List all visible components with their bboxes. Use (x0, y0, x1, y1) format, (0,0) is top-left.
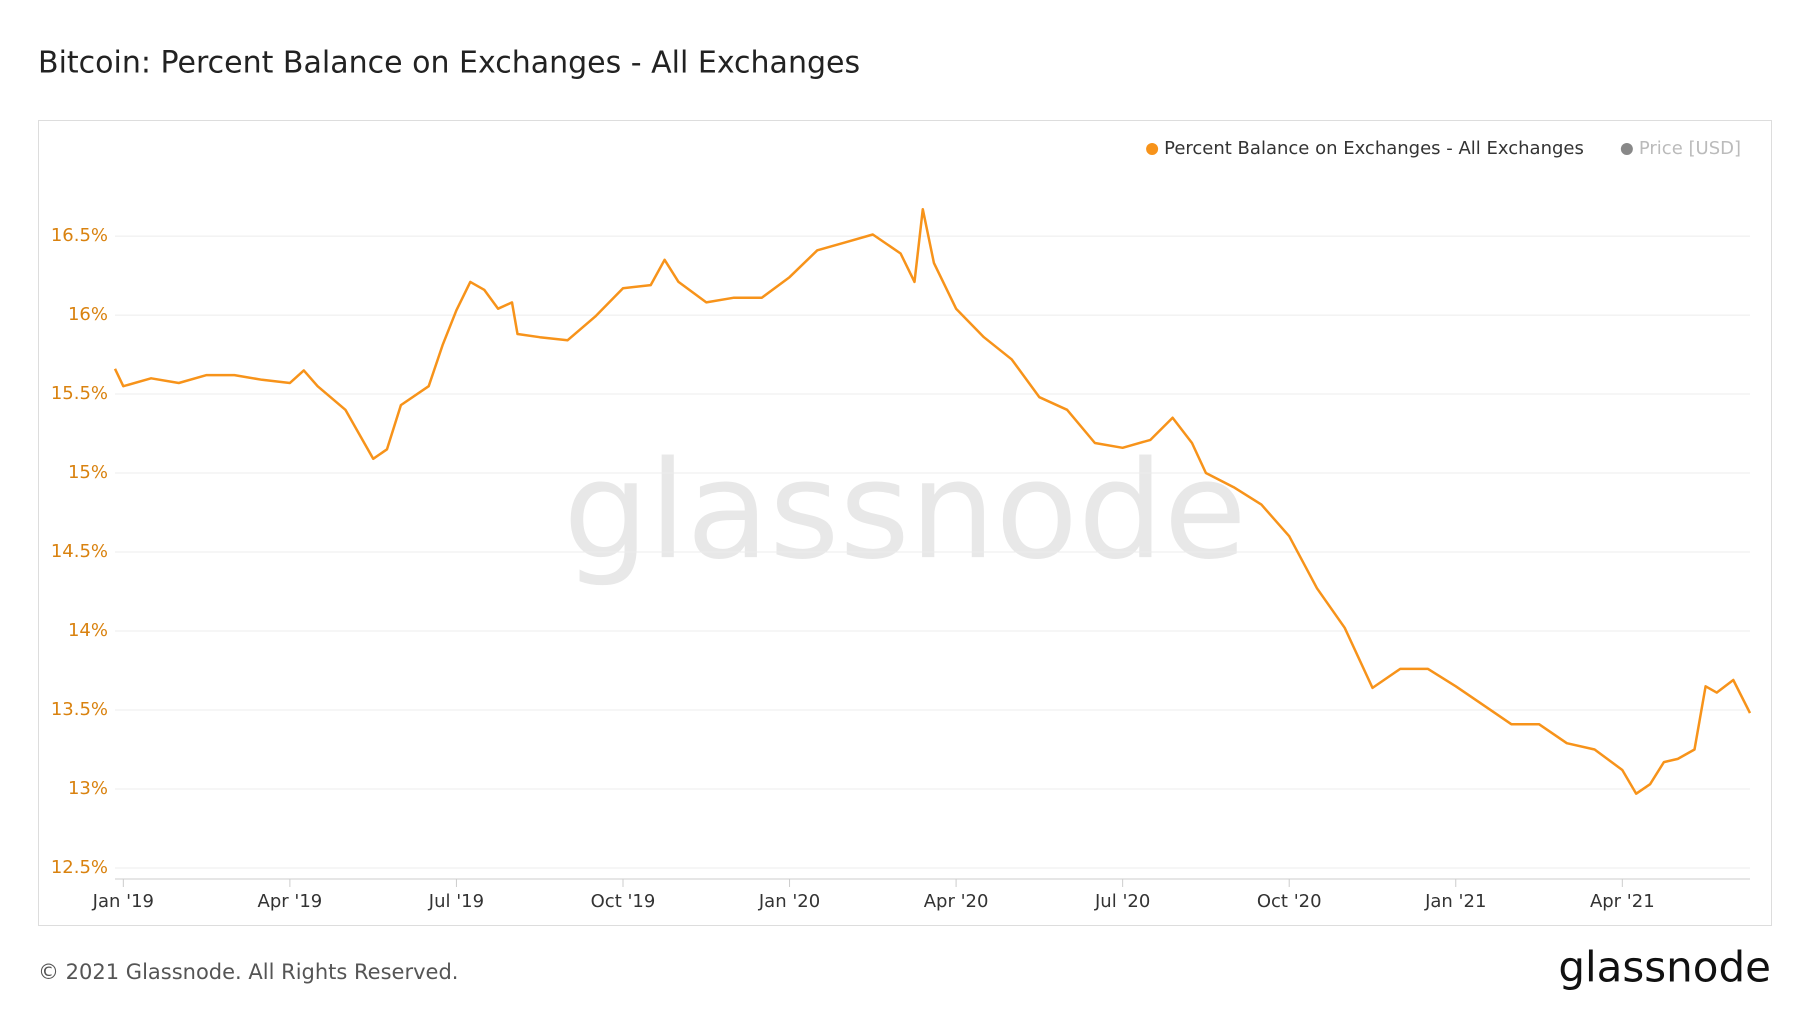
y-tick-label: 12.5% (51, 857, 108, 878)
watermark: glassnode (563, 432, 1247, 589)
x-tick-label: Apr '19 (258, 891, 323, 912)
y-tick-label: 14.5% (51, 541, 108, 562)
x-tick-label: Oct '19 (591, 891, 656, 912)
legend-swatch (1620, 143, 1633, 155)
x-tick-label: Jan '20 (758, 891, 820, 912)
x-tick-label: Apr '21 (1590, 891, 1655, 912)
data-line (113, 207, 1752, 795)
x-tick-label: Oct '20 (1257, 891, 1322, 912)
x-tick-label: Apr '20 (924, 891, 989, 912)
y-tick-label: 16.5% (51, 225, 108, 246)
y-tick-label: 14% (68, 620, 108, 641)
x-tick-label: Jul '20 (1094, 891, 1150, 912)
footer: © 2021 Glassnode. All Rights Reserved. (38, 960, 458, 984)
legend-label: Percent Balance on Exchanges - All Excha… (1164, 138, 1584, 159)
x-tick-label: Jul '19 (428, 891, 484, 912)
y-tick-label: 16% (68, 304, 108, 325)
x-tick-label: Jan '19 (92, 891, 154, 912)
legend-swatch (1146, 143, 1159, 155)
y-tick-label: 13% (68, 778, 108, 799)
y-tick-label: 13.5% (51, 699, 108, 720)
logo: glassnode (1558, 943, 1771, 992)
y-tick-label: 15.5% (51, 383, 108, 404)
chart-title: Bitcoin: Percent Balance on Exchanges - … (38, 46, 860, 81)
chart-frame (38, 120, 1772, 926)
legend-label: Price [USD] (1639, 138, 1741, 159)
x-tick-label: Jan '21 (1424, 891, 1486, 912)
y-tick-label: 15% (68, 462, 108, 483)
